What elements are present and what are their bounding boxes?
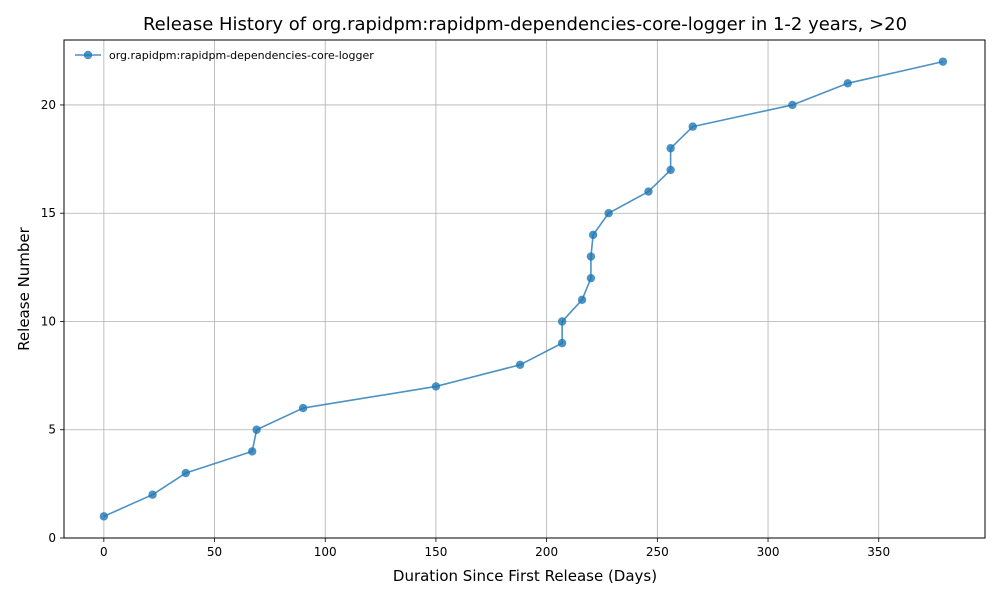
y-tick-label: 20 <box>41 98 56 112</box>
x-axis-label: Duration Since First Release (Days) <box>393 567 657 585</box>
data-point <box>557 317 567 326</box>
data-point <box>843 79 852 88</box>
data-point <box>247 447 257 456</box>
chart-title: Release History of org.rapidpm:rapidpm-d… <box>143 14 907 35</box>
data-point <box>99 512 109 521</box>
data-point <box>588 230 598 240</box>
x-tick-label: 50 <box>207 545 222 559</box>
data-point <box>431 382 441 391</box>
data-point <box>586 273 596 283</box>
x-tick-label: 250 <box>646 545 669 559</box>
data-point <box>666 165 675 175</box>
x-tick-label: 0 <box>100 545 108 559</box>
data-point <box>666 144 675 153</box>
y-tick-label: 5 <box>48 423 56 437</box>
data-point <box>298 403 308 413</box>
data-point <box>604 209 613 218</box>
plot-frame <box>63 39 986 539</box>
x-tick-label: 100 <box>314 545 337 559</box>
y-tick-label: 0 <box>48 531 56 545</box>
grid-lines <box>64 40 985 539</box>
data-point <box>252 425 261 434</box>
y-axis-label: Release Number <box>15 226 33 350</box>
data-point <box>557 338 567 348</box>
data-point <box>644 187 653 196</box>
y-tick-label: 15 <box>41 206 56 220</box>
x-tick-label: 150 <box>424 545 447 559</box>
x-tick-label: 200 <box>535 545 558 559</box>
series-line <box>103 60 944 518</box>
data-point <box>688 122 697 131</box>
data-point <box>788 100 797 110</box>
legend-marker <box>83 50 93 60</box>
data-point <box>586 252 596 261</box>
data-point <box>577 295 587 305</box>
data-point <box>181 468 190 478</box>
legend: org.rapidpm:rapidpm-dependencies-core-lo… <box>75 49 374 62</box>
x-axis-ticks: 0 50 100 150 200 250 300 350 <box>100 538 890 559</box>
data-point <box>148 490 157 499</box>
legend-label: org.rapidpm:rapidpm-dependencies-core-lo… <box>109 49 374 62</box>
y-axis-ticks: 0 5 10 15 20 <box>41 98 64 545</box>
data-point <box>938 57 948 66</box>
x-tick-label: 350 <box>867 545 890 559</box>
x-tick-label: 300 <box>757 545 780 559</box>
series-layer <box>99 57 948 521</box>
data-point <box>515 360 525 369</box>
y-tick-label: 10 <box>41 314 56 328</box>
